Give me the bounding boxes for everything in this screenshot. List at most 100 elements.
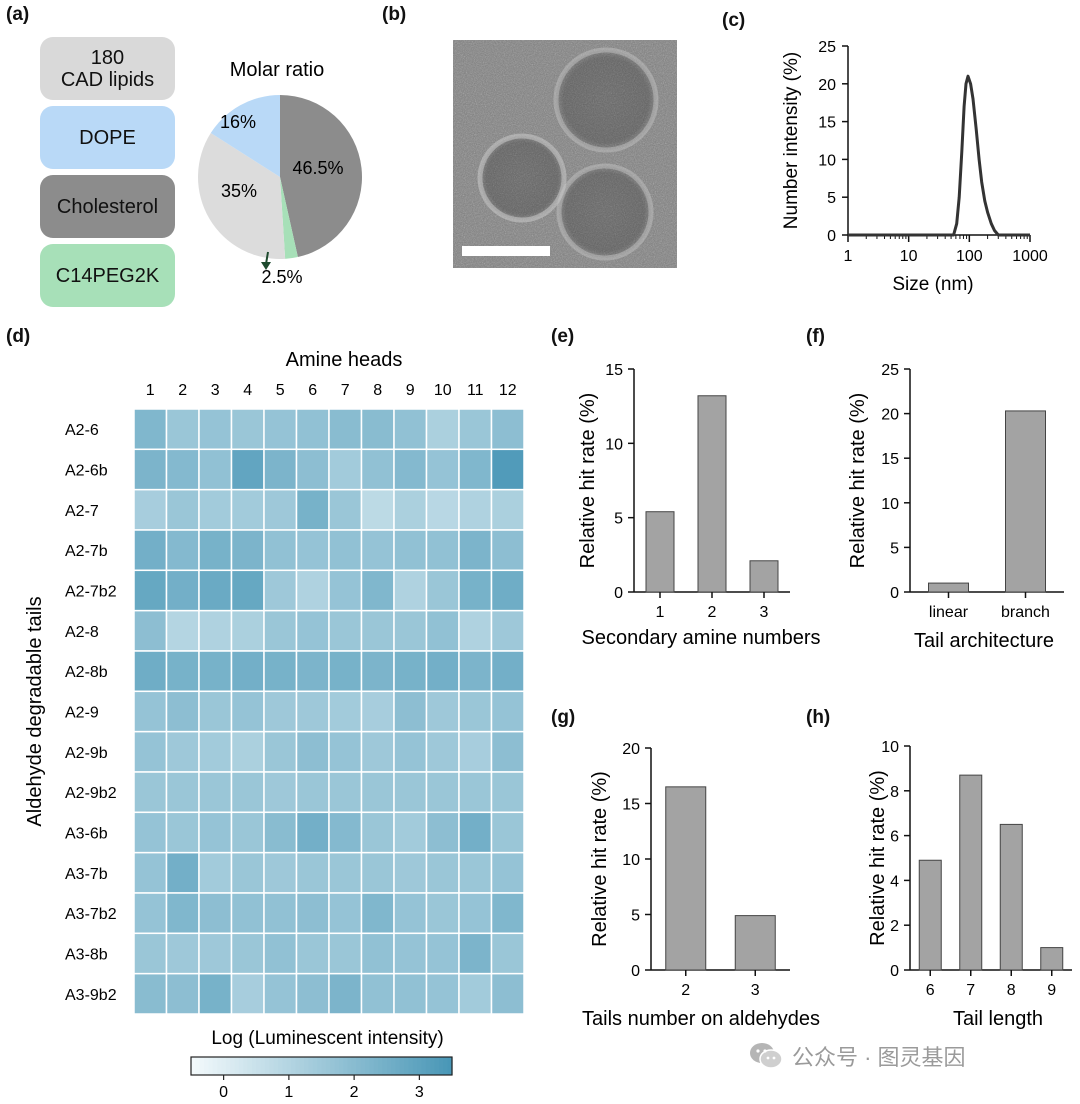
lipid-component-cholesterol: Cholesterol	[40, 175, 175, 238]
x-tick-label: 7	[966, 982, 975, 999]
heatmap-cell	[458, 851, 493, 894]
heatmap-cell	[230, 529, 265, 572]
x-tick-label: 1	[656, 604, 665, 621]
bar	[749, 560, 779, 593]
colorbar-segment	[208, 1057, 214, 1075]
heatmap-cell	[360, 569, 395, 612]
x-tick-label: 6	[926, 982, 935, 999]
heatmap-cell	[295, 972, 330, 1015]
panel-label-a: (a)	[6, 4, 30, 25]
row-label: A2-9	[65, 705, 99, 722]
colorbar-segment	[325, 1057, 331, 1075]
heatmap-cell	[165, 569, 200, 612]
heatmap-cell	[295, 811, 330, 854]
heatmap-cell	[425, 972, 460, 1015]
lipid-component-dope: DOPE	[40, 106, 175, 169]
colorbar-segment	[334, 1057, 340, 1075]
heatmap-cell	[393, 972, 428, 1015]
heatmap-cell	[490, 932, 525, 975]
heatmap-cell	[165, 488, 200, 531]
heatmap-cell	[133, 811, 168, 854]
heatmap-cell	[165, 932, 200, 975]
heatmap-cell	[360, 811, 395, 854]
heatmap-cell	[490, 529, 525, 572]
pie-slice-label: 2.5%	[261, 267, 302, 287]
heatmap-cell	[198, 892, 233, 935]
heatmap-cell	[230, 730, 265, 773]
heatmap-cell	[230, 569, 265, 612]
colorbar-segment	[317, 1057, 323, 1075]
heatmap-cell	[393, 569, 428, 612]
colorbar-segment	[234, 1057, 240, 1075]
heatmap-cell	[198, 972, 233, 1015]
heatmap-cell	[133, 448, 168, 491]
heatmap-cell	[295, 932, 330, 975]
bar	[734, 915, 776, 971]
heatmap-cell	[490, 730, 525, 773]
y-tick-label: 0	[890, 963, 899, 980]
row-label: A2-9b2	[65, 785, 117, 802]
heatmap-cell	[458, 690, 493, 733]
colorbar-segment	[217, 1057, 223, 1075]
heatmap-cell	[458, 609, 493, 652]
heatmap-cell	[198, 771, 233, 814]
heatmap-cell	[393, 730, 428, 773]
heatmap-cell	[263, 650, 298, 693]
heatmap-cell	[328, 569, 363, 612]
heatmap-cell	[295, 529, 330, 572]
colorbar-segment	[291, 1057, 296, 1075]
pie-slice-label: 16%	[220, 112, 256, 132]
y-tick-label: 15	[818, 115, 836, 132]
wechat-icon	[750, 1043, 783, 1069]
column-label: 12	[499, 382, 517, 399]
heatmap-cell	[263, 771, 298, 814]
heatmap-cell	[198, 408, 233, 451]
colorbar-segment	[312, 1057, 318, 1075]
heatmap-cell	[458, 569, 493, 612]
y-tick-label: 5	[631, 908, 640, 925]
heatmap-cell	[133, 488, 168, 531]
heatmap-cell	[165, 448, 200, 491]
colorbar-segment	[417, 1057, 423, 1075]
heatmap-cell	[490, 488, 525, 531]
colorbar-segment	[212, 1057, 218, 1075]
heatmap-cell	[490, 690, 525, 733]
y-tick-label: 20	[622, 741, 640, 758]
heatmap-cell	[263, 488, 298, 531]
y-axis-label: Aldehyde degradable tails	[24, 596, 46, 826]
heatmap-cell	[490, 892, 525, 935]
heatmap-cell	[393, 408, 428, 451]
y-tick-label: 10	[622, 852, 640, 869]
heatmap-cell	[165, 529, 200, 572]
heatmap-cell	[230, 851, 265, 894]
row-label: A3-7b2	[65, 906, 117, 923]
x-tick-label: 3	[751, 982, 760, 999]
colorbar-segment	[343, 1057, 349, 1075]
colorbar-segment	[191, 1057, 196, 1075]
colorbar-segment	[273, 1057, 279, 1075]
heatmap-cell	[458, 650, 493, 693]
row-label: A2-7	[65, 503, 99, 520]
colorbar-segment	[408, 1057, 414, 1075]
heatmap-cell	[133, 690, 168, 733]
heatmap-cell	[263, 529, 298, 572]
heatmap-cell	[165, 771, 200, 814]
colorbar-segment	[369, 1057, 375, 1075]
heatmap-cell	[295, 488, 330, 531]
heatmap-cell	[328, 690, 363, 733]
row-label: A3-8b	[65, 947, 108, 964]
heatmap-cell	[198, 448, 233, 491]
pill-line: C14PEG2K	[55, 264, 160, 287]
panel-label-c: (c)	[722, 10, 746, 31]
x-axis-label: Secondary amine numbers	[581, 627, 820, 649]
x-tick-label: 100	[956, 248, 983, 265]
heatmap-cell	[360, 609, 395, 652]
heatmap-cell	[425, 488, 460, 531]
y-tick-label: 15	[622, 797, 640, 814]
heatmap-cell	[133, 609, 168, 652]
column-label: 10	[434, 382, 452, 399]
y-tick-label: 5	[827, 190, 836, 207]
bar	[1005, 410, 1046, 593]
colorbar-segment	[247, 1057, 253, 1075]
